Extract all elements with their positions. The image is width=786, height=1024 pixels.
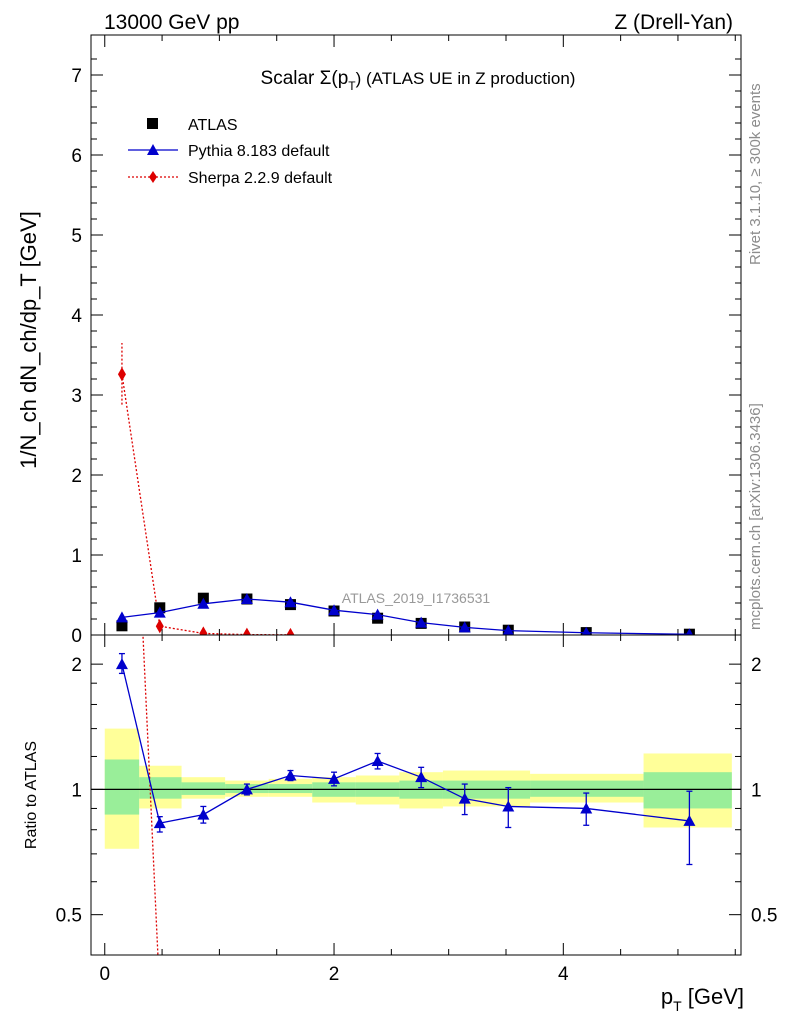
rivet-version-label: Rivet 3.1.10, ≥ 300k events (747, 83, 764, 265)
ratio-axis-ticks: 0.5 0.5 1 1 2 2 0 2 4 (56, 635, 777, 985)
main-y-tick-label: 2 (71, 466, 82, 487)
pythia-main-point (458, 621, 471, 633)
x-tick-label: 2 (329, 964, 340, 985)
pythia-ratio-point (458, 792, 471, 804)
main-plot-frame (90, 34, 742, 636)
pythia-ratio-line (121, 663, 690, 824)
x-tick-label: 4 (558, 964, 569, 985)
ratio-band-green (104, 759, 140, 815)
pythia-ratio-point (415, 771, 428, 783)
header-energy: 13000 GeV pp (104, 11, 239, 34)
ratio-band-green (181, 782, 226, 795)
main-y-tick-label: 0 (71, 626, 82, 647)
ratio-y-tick-label: 1 (71, 780, 82, 801)
mcplots-source-label: mcplots.cern.ch [arXiv:1306.3436] (747, 403, 764, 630)
ratio-y-tick-label-right: 0.5 (751, 906, 777, 927)
sherpa-main-point (155, 619, 164, 634)
pythia-main-point (328, 604, 341, 616)
main-y-tick-label: 7 (71, 66, 82, 87)
ratio-plot-frame (90, 634, 742, 956)
legend-sherpa-label: Sherpa 2.2.9 default (188, 170, 333, 187)
pythia-ratio-point (284, 769, 297, 781)
ratio-y-axis-label: Ratio to ATLAS (23, 741, 40, 849)
main-y-tick-label: 5 (71, 226, 82, 247)
legend-sherpa-marker (149, 171, 157, 183)
pythia-main-point (284, 596, 297, 608)
legend-atlas-label: ATLAS (188, 117, 238, 134)
main-axis-ticks: 0 1 2 3 4 5 6 7 (71, 35, 741, 647)
main-title-rest: ) (ATLAS UE in Z production) (356, 69, 576, 88)
main-panel: 0 1 2 3 4 5 6 7 Scalar Σ(pT) (ATLAS UE in Z pro… (71, 34, 742, 647)
main-y-tick-label: 1 (71, 546, 82, 567)
pythia-main-point (371, 608, 384, 620)
main-y-tick-label: 4 (71, 306, 82, 327)
main-title-main: Scalar Σ(p (261, 68, 349, 89)
pythia-ratio-point (580, 802, 593, 814)
x-axis-label-rest: [GeV] (682, 984, 744, 1009)
pythia-main-line (121, 598, 690, 635)
legend-pythia-label: Pythia 8.183 default (188, 143, 330, 160)
main-y-axis-label: 1/N_ch dN_ch/dp_T [GeV] (16, 211, 41, 469)
main-title-sub: T (348, 79, 356, 93)
pythia-ratio-point (197, 808, 210, 820)
pythia-ratio-point (328, 772, 341, 784)
x-tick-label: 0 (99, 964, 110, 985)
x-axis-label-main: p (661, 984, 673, 1009)
pythia-ratio-point (153, 817, 166, 829)
pythia-ratio-point (240, 783, 253, 795)
x-axis-label: pT [GeV] (661, 984, 744, 1014)
ratio-band-green (643, 772, 732, 809)
ratio-y-tick-label: 2 (71, 655, 82, 676)
x-axis-label-sub: T (673, 998, 682, 1014)
pythia-main-point (153, 606, 166, 618)
main-y-tick-label: 6 (71, 146, 82, 167)
pythia-main-point (115, 611, 128, 623)
ratio-series-layer (115, 635, 696, 955)
ratio-band-green (268, 784, 313, 794)
pythia-ratio-point (115, 658, 128, 670)
pythia-ratio-point (371, 755, 384, 767)
ratio-y-tick-label: 0.5 (56, 906, 82, 927)
pythia-ratio-point (502, 800, 515, 812)
pythia-ratio-point (683, 814, 696, 826)
ratio-panel: 0.5 0.5 1 1 2 2 0 2 4 (56, 634, 777, 985)
pythia-main-point (415, 616, 428, 628)
main-y-tick-label: 3 (71, 386, 82, 407)
header-process: Z (Drell-Yan) (614, 11, 733, 34)
sherpa-main-point (117, 367, 126, 382)
pythia-main-point (240, 593, 253, 604)
main-series-layer (115, 343, 696, 642)
pythia-main-point (502, 624, 515, 636)
legend-atlas-marker (147, 118, 158, 129)
atlas-data-point (116, 620, 128, 632)
pythia-main-point (197, 597, 210, 609)
analysis-watermark: ATLAS_2019_I1736531 (342, 590, 491, 606)
main-title: Scalar Σ(pT) (ATLAS UE in Z production) (261, 68, 576, 93)
legend: ATLAS Pythia 8.183 default Sherpa 2.2.9 … (128, 117, 333, 187)
legend-pythia-marker (147, 144, 159, 155)
ratio-band-green (139, 777, 182, 799)
ratio-band-green (530, 780, 644, 797)
ratio-y-tick-label-right: 1 (751, 780, 762, 801)
ratio-y-tick-label-right: 2 (751, 655, 762, 676)
